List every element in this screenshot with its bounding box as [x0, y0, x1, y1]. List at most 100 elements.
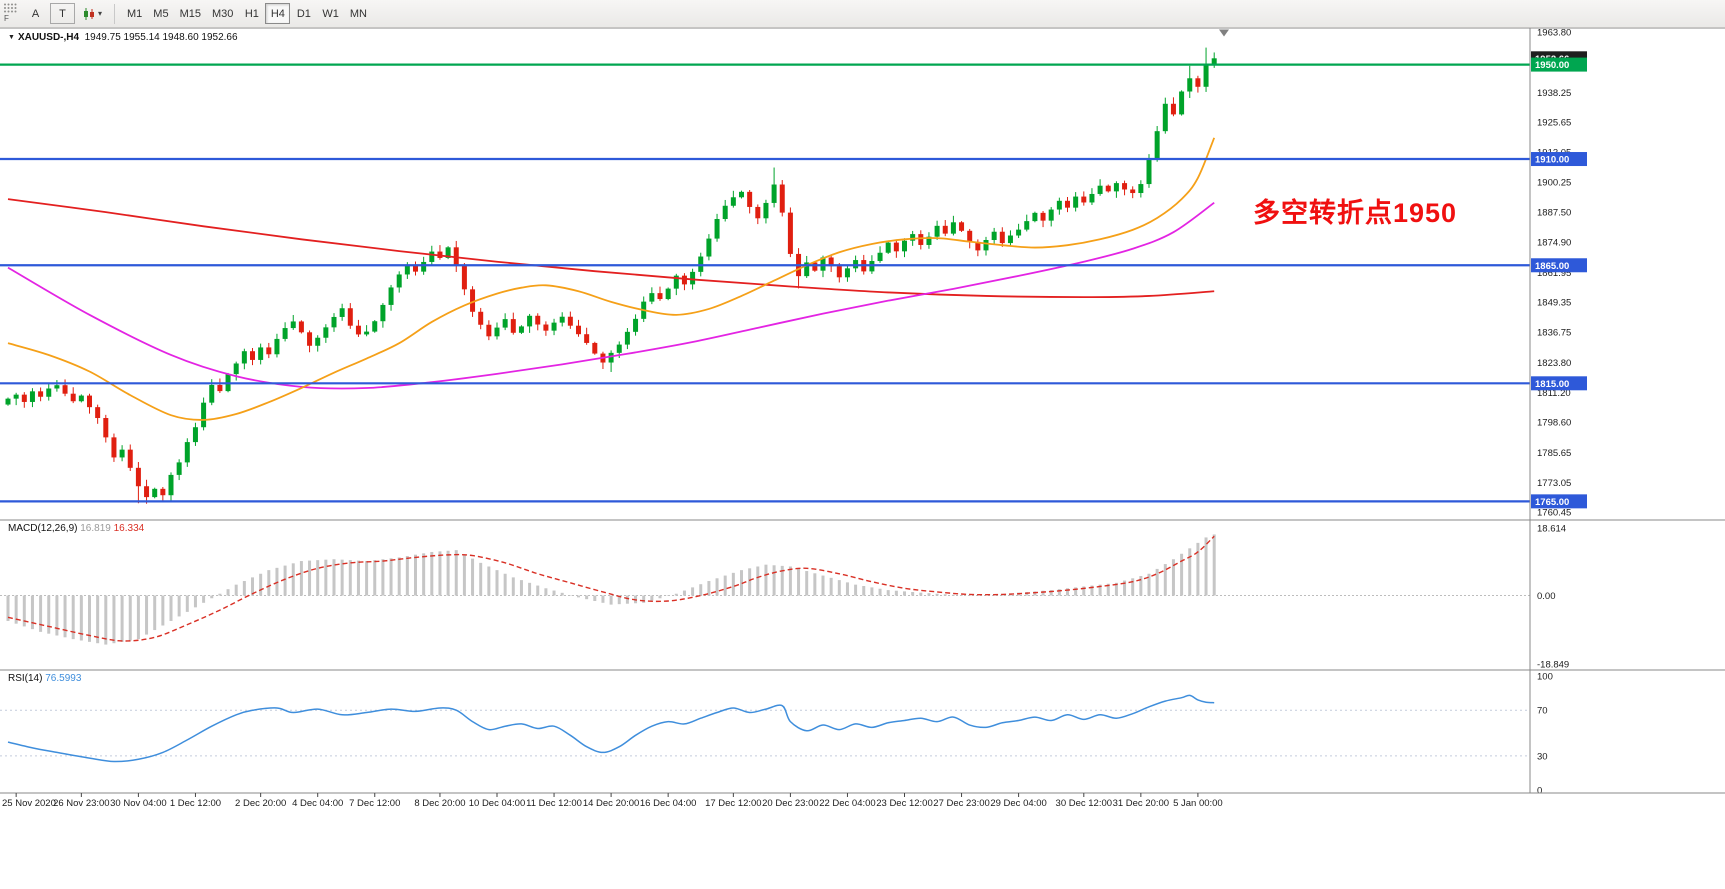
candle — [755, 206, 761, 219]
svg-text:11 Dec 12:00: 11 Dec 12:00 — [526, 798, 582, 809]
svg-text:30: 30 — [1537, 751, 1548, 762]
candle — [461, 265, 467, 290]
candle — [926, 236, 932, 245]
tab-d1[interactable]: D1 — [291, 3, 316, 24]
svg-text:1938.25: 1938.25 — [1537, 88, 1571, 99]
tab-mn[interactable]: MN — [345, 3, 372, 24]
text-label-tool-button[interactable]: A — [23, 3, 48, 24]
candle — [918, 234, 924, 245]
toolbar-drag-handle[interactable]: F — [3, 2, 21, 26]
candle — [836, 266, 842, 278]
candle — [681, 275, 687, 285]
candle — [429, 251, 435, 262]
svg-text:1823.80: 1823.80 — [1537, 358, 1571, 369]
candle — [584, 334, 590, 343]
candle — [413, 265, 418, 272]
candle — [274, 338, 280, 355]
svg-text:1765.00: 1765.00 — [1535, 497, 1569, 508]
candle — [959, 222, 965, 231]
tab-m1[interactable]: M1 — [122, 3, 147, 24]
svg-text:5 Jan 00:00: 5 Jan 00:00 — [1173, 798, 1223, 809]
tab-m15[interactable]: M15 — [175, 3, 206, 24]
svg-text:100: 100 — [1537, 672, 1553, 683]
svg-text:1861.95: 1861.95 — [1537, 268, 1571, 279]
candle — [192, 427, 198, 443]
candle — [983, 240, 989, 251]
toolbar-handle-label: F — [4, 13, 9, 23]
candle — [282, 328, 288, 339]
candle — [380, 304, 386, 322]
candle — [950, 222, 956, 234]
candle — [1073, 196, 1079, 208]
candle — [1195, 78, 1201, 87]
candle — [576, 325, 581, 335]
candle — [722, 205, 728, 219]
candle — [62, 385, 68, 394]
svg-text:18.614: 18.614 — [1537, 523, 1566, 534]
svg-text:26 Nov 23:00: 26 Nov 23:00 — [53, 798, 110, 809]
svg-text:17 Dec 12:00: 17 Dec 12:00 — [705, 798, 762, 809]
candle — [396, 274, 402, 288]
candlestick-icon — [84, 7, 94, 20]
svg-text:0: 0 — [1537, 786, 1542, 797]
toolbar: F A T ▾ M1 M5 M15 M30 H1 H4 D1 W1 MN — [0, 0, 1725, 28]
tab-m5[interactable]: M5 — [148, 3, 173, 24]
svg-text:16 Dec 04:00: 16 Dec 04:00 — [640, 798, 697, 809]
candle — [567, 316, 573, 326]
ma-orange-line[interactable] — [7, 137, 1216, 421]
candle — [787, 212, 793, 254]
candle — [135, 467, 141, 487]
candle — [38, 391, 44, 397]
candle — [241, 351, 247, 364]
candle — [217, 384, 223, 392]
candle — [478, 311, 484, 325]
svg-text:7 Dec 12:00: 7 Dec 12:00 — [349, 798, 400, 809]
candle — [763, 202, 769, 219]
candle — [510, 319, 516, 333]
candle — [999, 231, 1005, 244]
candle — [1179, 91, 1185, 115]
annotation-text[interactable]: 多空转折点1950 — [1253, 198, 1458, 228]
candle — [201, 402, 207, 428]
candle — [820, 257, 826, 271]
svg-text:1874.90: 1874.90 — [1537, 237, 1571, 248]
candle — [1146, 158, 1152, 185]
candle — [445, 247, 451, 258]
candle — [119, 449, 125, 458]
tab-m30[interactable]: M30 — [207, 3, 238, 24]
svg-text:31 Dec 20:00: 31 Dec 20:00 — [1113, 798, 1170, 809]
candle — [1113, 183, 1119, 192]
candle — [152, 488, 158, 498]
candle — [87, 395, 92, 408]
collapse-icon[interactable]: ▼ — [8, 34, 15, 41]
symbol-period-text: XAUUSD-,H4 — [17, 32, 80, 43]
chart-type-button[interactable]: ▾ — [77, 3, 107, 24]
tab-w1[interactable]: W1 — [317, 3, 344, 24]
ma-magenta-line[interactable] — [7, 201, 1215, 390]
candle — [649, 293, 655, 302]
svg-text:25 Nov 2020: 25 Nov 2020 — [2, 798, 56, 809]
text-box-tool-button[interactable]: T — [50, 3, 75, 24]
chart-shift-marker — [1219, 29, 1229, 37]
ma-red-line[interactable] — [7, 198, 1215, 299]
tab-h4[interactable]: H4 — [265, 3, 291, 24]
svg-text:0.00: 0.00 — [1537, 591, 1556, 602]
candle — [608, 352, 614, 363]
candle — [518, 326, 524, 333]
candle — [1211, 58, 1217, 66]
candle — [486, 324, 492, 337]
tab-h1[interactable]: H1 — [239, 3, 264, 24]
svg-text:1836.75: 1836.75 — [1537, 327, 1571, 338]
candle — [665, 288, 671, 300]
candle — [616, 344, 622, 353]
candle — [885, 242, 891, 253]
svg-text:10 Dec 04:00: 10 Dec 04:00 — [469, 798, 526, 809]
candle — [5, 398, 11, 405]
candle — [258, 347, 264, 360]
candle — [657, 293, 663, 300]
svg-text:1785.65: 1785.65 — [1537, 448, 1571, 459]
candle — [70, 393, 76, 402]
svg-text:30 Dec 12:00: 30 Dec 12:00 — [1056, 798, 1113, 809]
